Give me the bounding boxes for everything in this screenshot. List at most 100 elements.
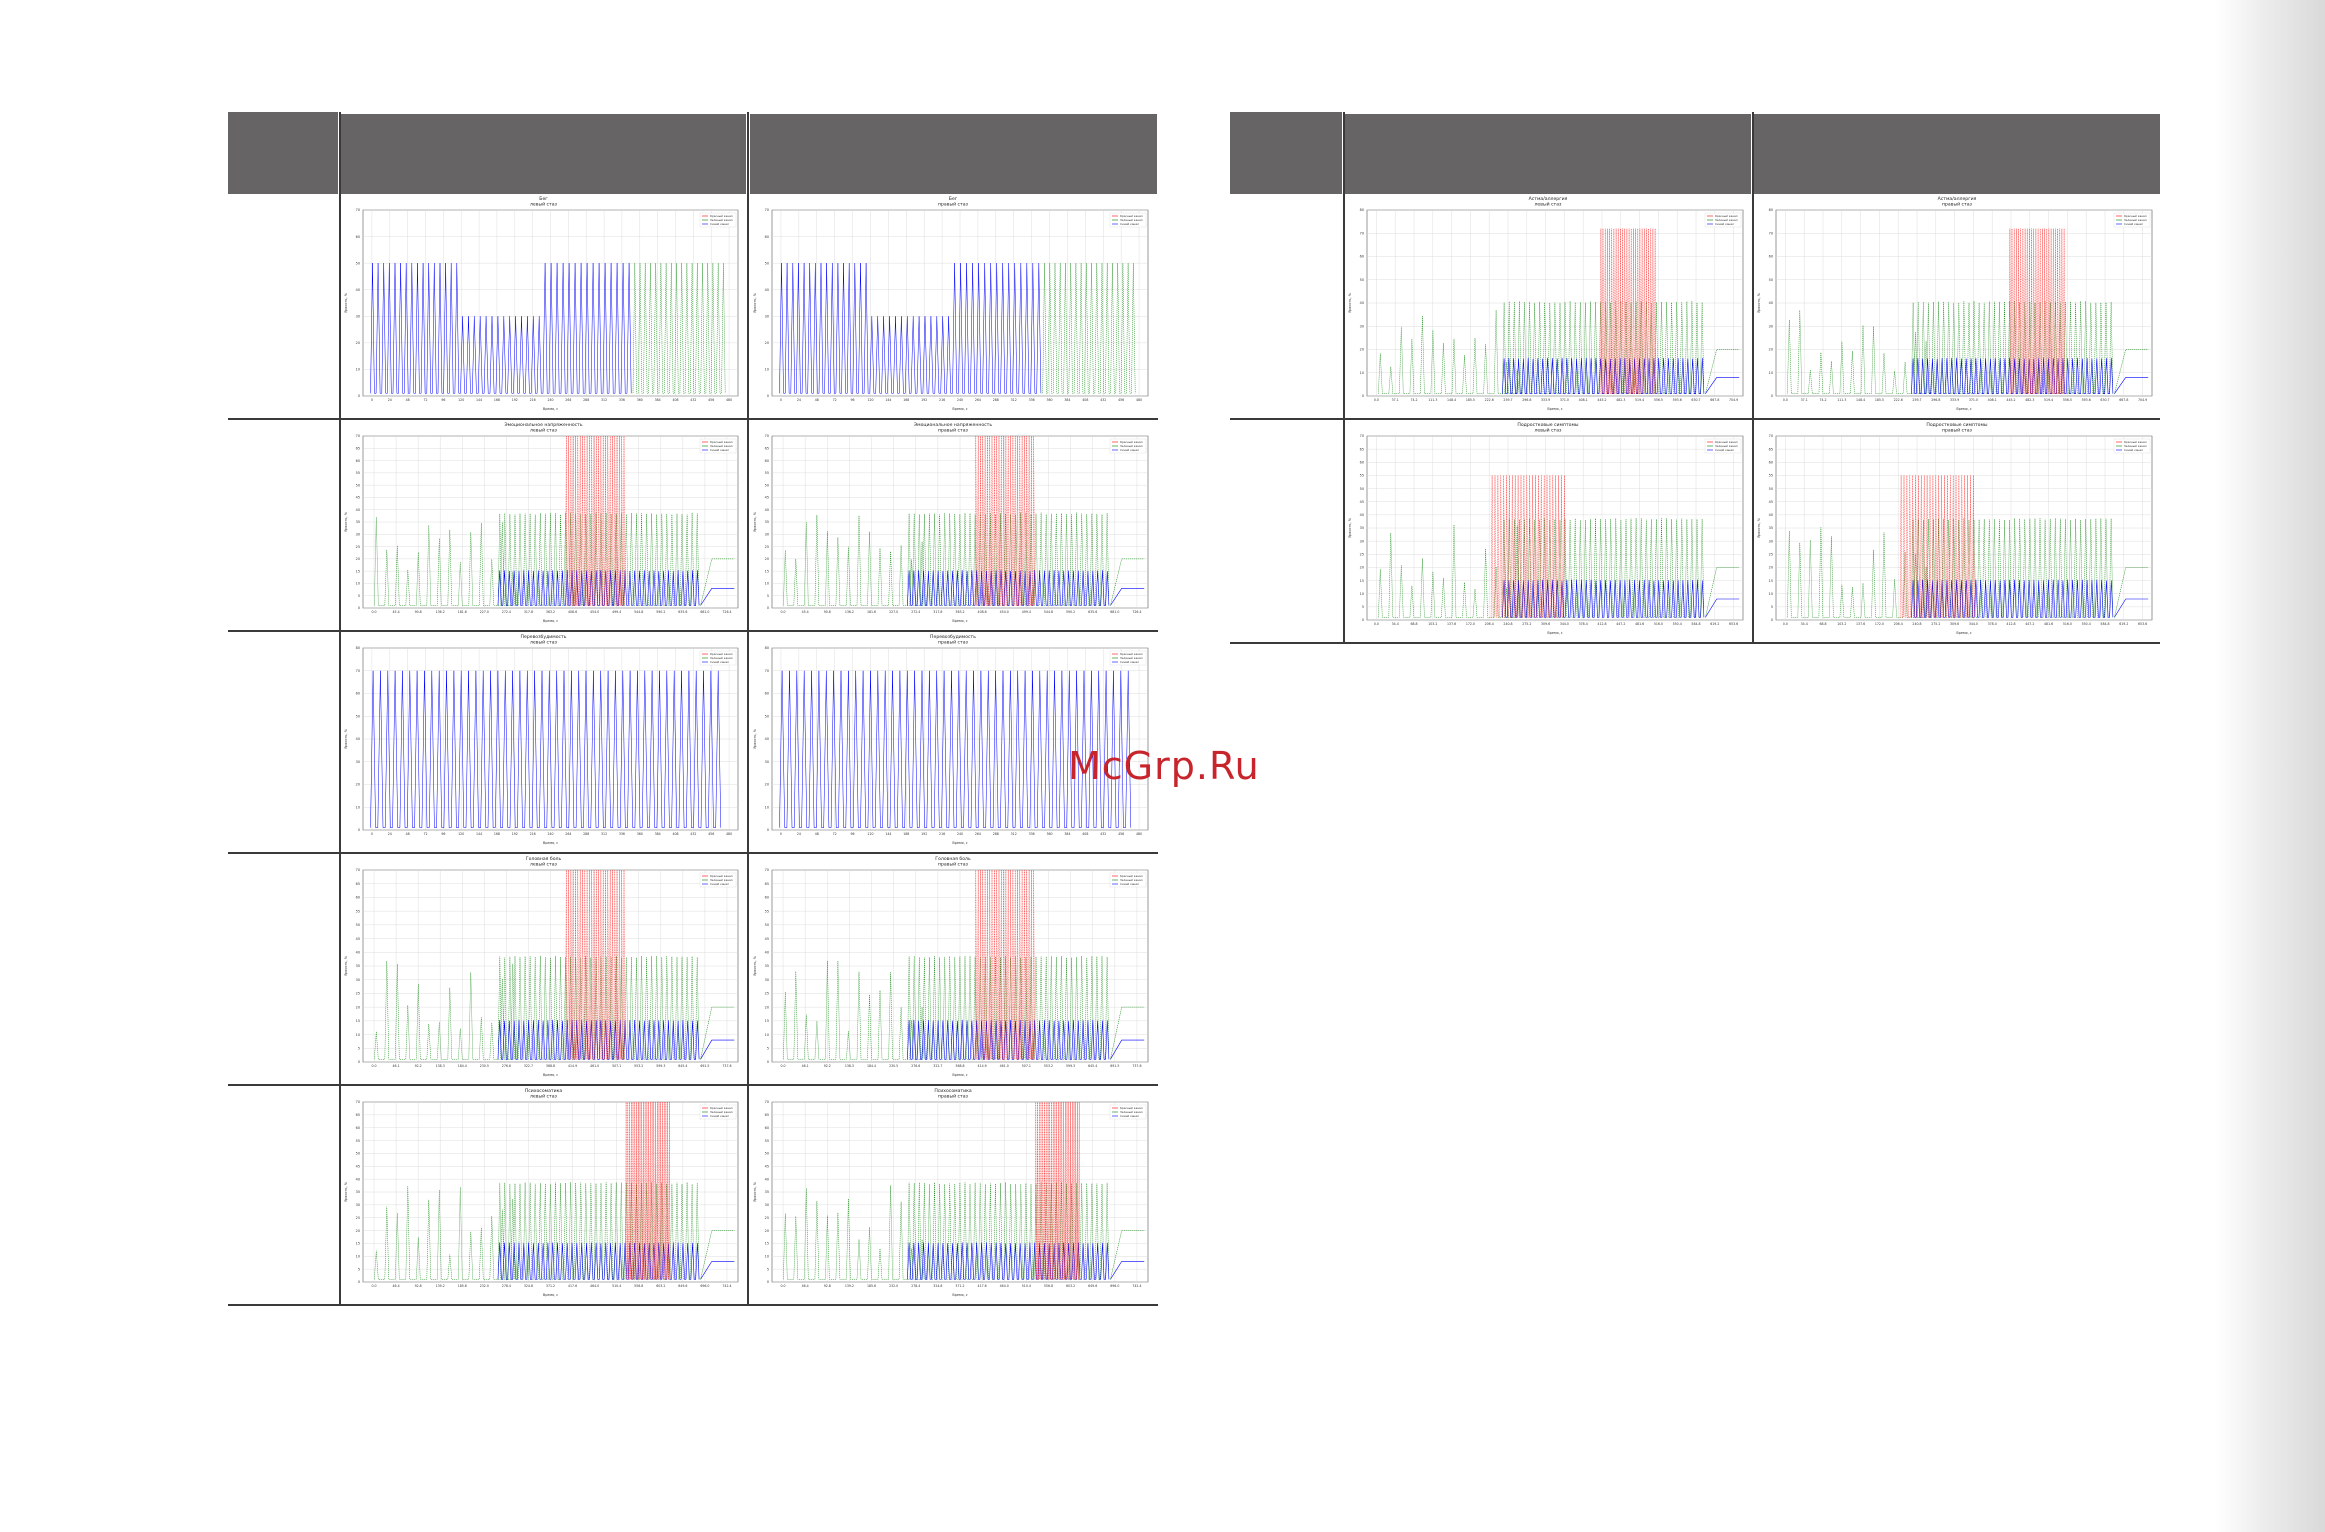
x-tick-label: 296.8 [1522,398,1531,402]
series-green-early [783,514,925,606]
y-tick-label: 35 [1360,526,1364,530]
x-tick-label: 120 [867,832,873,836]
y-tick-label: 55 [765,909,769,913]
y-tick-label: 65 [356,882,360,886]
x-tick-label: 408.1 [1579,398,1588,402]
x-tick-label: 275.2 [1931,622,1940,626]
chart-title: Головная боль [526,856,562,862]
x-tick-label: 584.8 [1691,622,1700,626]
x-tick-label: 519.4 [1635,398,1644,402]
y-tick-label: 45 [1769,500,1773,504]
x-tick-label: 111.3 [1837,398,1846,402]
x-tick-label: 120 [867,398,873,402]
x-tick-label: 168 [494,398,500,402]
y-tick-label: 45 [765,1164,769,1168]
x-tick-label: 0.0 [371,1064,376,1068]
series-red [1899,475,1975,618]
chart-headache-right: Головная боль правый стаз 0 5 10 15 20 25 30 35 40… [750,854,1156,1082]
x-tick-label: 272.4 [911,610,920,614]
chart-title: Подростковые симптомы [1926,422,1988,428]
y-axis-label: Яркость, % [1348,517,1352,538]
x-tick-label: 726.4 [722,610,731,614]
y-tick-label: 80 [1360,208,1364,212]
chart-title: Астма/аллергия [1938,196,1977,202]
series-green-tail [1110,558,1145,606]
y-axis-label: Яркость, % [753,511,757,532]
left-table-divider [339,112,341,1306]
legend-label: Зеленый канал [1715,218,1738,222]
x-tick-label: 726.4 [1132,610,1141,614]
x-tick-label: 584.8 [2100,622,2109,626]
x-tick-label: 185.6 [867,1284,876,1288]
x-tick-label: 24 [388,398,392,402]
x-tick-label: 68.8 [1410,622,1417,626]
series-red [565,869,625,1060]
left-table-header-right-stasis-cell [750,114,1157,194]
series-green-tail [2114,567,2149,618]
x-tick-label: 593.6 [2082,398,2091,402]
x-tick-label: 259.7 [1912,398,1921,402]
x-tick-label: 0.0 [371,1284,376,1288]
series-green-tail [1705,567,1740,618]
chart-subtitle: правый стаз [938,427,969,434]
x-tick-label: 635.6 [678,610,687,614]
x-tick-label: 681.0 [700,610,709,614]
chart-headache-left: Головная боль левый стаз 0 5 10 15 20 25 30 35 40 4… [341,854,746,1082]
right-table-header-right-stasis-cell [1754,114,2160,194]
legend-label: Зеленый канал [710,878,733,882]
x-axis-label: Время, с [952,841,967,845]
y-tick-label: 60 [765,896,769,900]
x-tick-label: 34.4 [1392,622,1399,626]
y-tick-label: 65 [1360,447,1364,451]
x-tick-label: 371.2 [955,1284,964,1288]
x-tick-label: 222.6 [1485,398,1494,402]
x-tick-label: 103.2 [1837,622,1846,626]
x-tick-label: 72 [833,398,837,402]
x-tick-label: 120 [458,832,464,836]
x-tick-label: 230.5 [480,1064,489,1068]
right-table-row-line [1230,642,2160,644]
legend-label: Синий канал [710,660,729,664]
x-tick-label: 456 [1118,398,1124,402]
x-tick-label: 312 [601,832,607,836]
y-tick-label: 60 [356,692,360,696]
x-tick-label: 46.1 [393,1064,400,1068]
legend-label: Зеленый канал [1120,1110,1143,1114]
y-tick-label: 25 [356,545,360,549]
y-tick-label: 10 [765,582,769,586]
legend-label: Красный канал [1120,874,1143,878]
y-tick-label: 10 [1769,371,1773,375]
y-tick-label: 45 [765,937,769,941]
legend-box [1704,438,1742,454]
legend-label: Зеленый канал [710,1110,733,1114]
x-tick-label: 619.2 [1710,622,1719,626]
series-green-tail [2114,349,2149,394]
legend-box [1109,650,1147,666]
y-axis-label: Яркость, % [1757,517,1761,538]
x-tick-label: 148.4 [1856,398,1865,402]
legend-label: Красный канал [710,440,733,444]
right-table-header-label-cell [1230,112,1342,194]
y-axis-label: Яркость, % [753,728,757,749]
left-table-row-line [228,630,1158,632]
x-axis-label: Время, с [1956,631,1971,635]
x-tick-label: 553.2 [1044,1064,1053,1068]
y-tick-label: 25 [1769,552,1773,556]
legend-label: Красный канал [2124,214,2147,218]
y-tick-label: 0 [767,606,769,610]
x-tick-label: 635.6 [1088,610,1097,614]
legend-label: Красный канал [1715,440,1738,444]
legend-label: Зеленый канал [1120,444,1143,448]
chart-overexcitability-left: Перевозбудимость левый стаз 0 10 20 30 40 50 60 7… [341,632,746,850]
y-tick-label: 60 [765,235,769,239]
y-tick-label: 50 [356,923,360,927]
x-tick-label: 192 [512,398,518,402]
y-tick-label: 60 [356,235,360,239]
x-tick-label: 645.4 [1088,1064,1097,1068]
chart-subtitle: левый стаз [1534,427,1562,434]
x-tick-label: 264 [565,832,571,836]
y-tick-label: 5 [767,1267,769,1271]
chart-title: Головная боль [935,856,971,862]
